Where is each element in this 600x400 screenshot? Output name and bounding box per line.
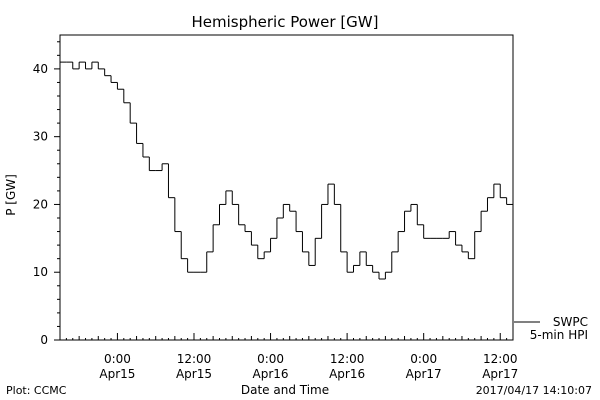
footer-timestamp: 2017/04/17 14:10:07	[476, 384, 592, 397]
x-axis-ticks: 0:00Apr1512:00Apr150:00Apr1612:00Apr160:…	[59, 333, 518, 381]
x-tick-label-time: 0:00	[257, 352, 284, 366]
y-tick-label: 20	[33, 197, 48, 211]
y-tick-label: 30	[33, 130, 48, 144]
y-tick-label: 40	[33, 62, 48, 76]
x-tick-label-date: Apr17	[482, 367, 518, 381]
x-axis-label: Date and Time	[241, 383, 329, 397]
series-line-0	[60, 61, 514, 280]
x-tick-label-date: Apr17	[406, 367, 442, 381]
legend: SWPC 5-min HPI	[514, 315, 588, 342]
legend-label-swpc: SWPC	[553, 315, 588, 329]
y-tick-label: 0	[40, 333, 48, 347]
x-tick-label-date: Apr15	[176, 367, 212, 381]
y-tick-label: 10	[33, 265, 48, 279]
series-layer	[60, 61, 514, 280]
chart-title: Hemispheric Power [GW]	[192, 13, 379, 31]
x-tick-label-date: Apr16	[253, 367, 289, 381]
plot-frame	[59, 34, 514, 341]
x-tick-label-date: Apr15	[99, 367, 135, 381]
x-tick-label-time: 12:00	[483, 352, 518, 366]
y-axis-ticks: 0 10 20 30 40	[33, 41, 60, 347]
y-axis-label: P [GW]	[4, 174, 18, 216]
x-tick-label-time: 12:00	[177, 352, 212, 366]
x-tick-label-date: Apr16	[329, 367, 365, 381]
x-tick-label-time: 0:00	[104, 352, 131, 366]
x-tick-label-time: 12:00	[330, 352, 365, 366]
x-tick-label-time: 0:00	[410, 352, 437, 366]
footer-credit: Plot: CCMC	[6, 384, 67, 397]
legend-label-hpi: 5-min HPI	[530, 328, 588, 342]
